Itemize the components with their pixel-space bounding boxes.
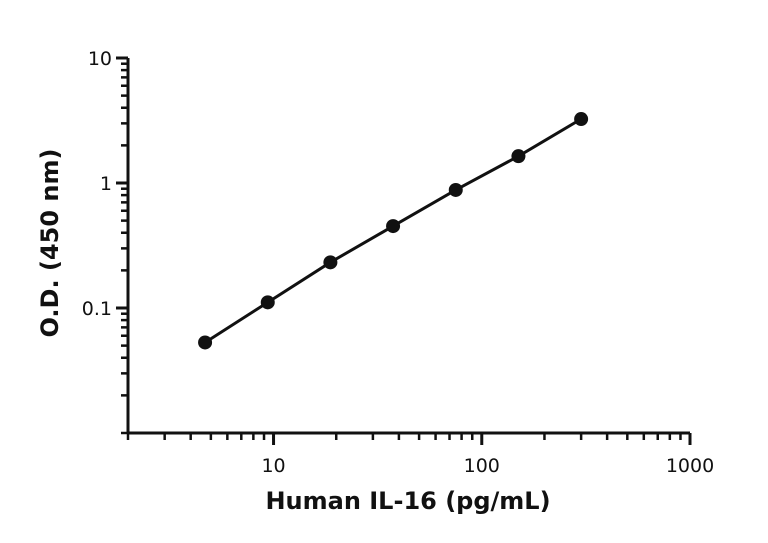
data-point <box>198 335 213 350</box>
y-tick-label: 0.1 <box>82 298 112 320</box>
axes: 10 100 1000 0.1 1 10 <box>82 48 714 477</box>
x-axis-title: Human IL-16 (pg/mL) <box>265 487 550 515</box>
y-tick-label: 10 <box>88 48 112 70</box>
x-major-ticks <box>272 433 692 445</box>
series-layer <box>198 112 589 350</box>
data-point <box>386 219 401 234</box>
y-tick-labels: 0.1 1 10 <box>82 48 112 320</box>
data-point <box>323 255 338 270</box>
y-major-ticks <box>116 56 128 310</box>
x-minor-ticks <box>126 433 682 440</box>
x-tick-labels: 10 100 1000 <box>261 455 714 477</box>
data-point <box>511 149 526 164</box>
x-tick-label: 100 <box>464 455 500 477</box>
y-axis-title: O.D. (450 nm) <box>36 149 64 338</box>
data-point <box>574 112 589 127</box>
x-tick-label: 10 <box>261 455 285 477</box>
data-point <box>448 182 463 197</box>
data-point <box>260 295 275 310</box>
x-tick-label: 1000 <box>666 455 714 477</box>
y-tick-label: 1 <box>100 173 112 195</box>
